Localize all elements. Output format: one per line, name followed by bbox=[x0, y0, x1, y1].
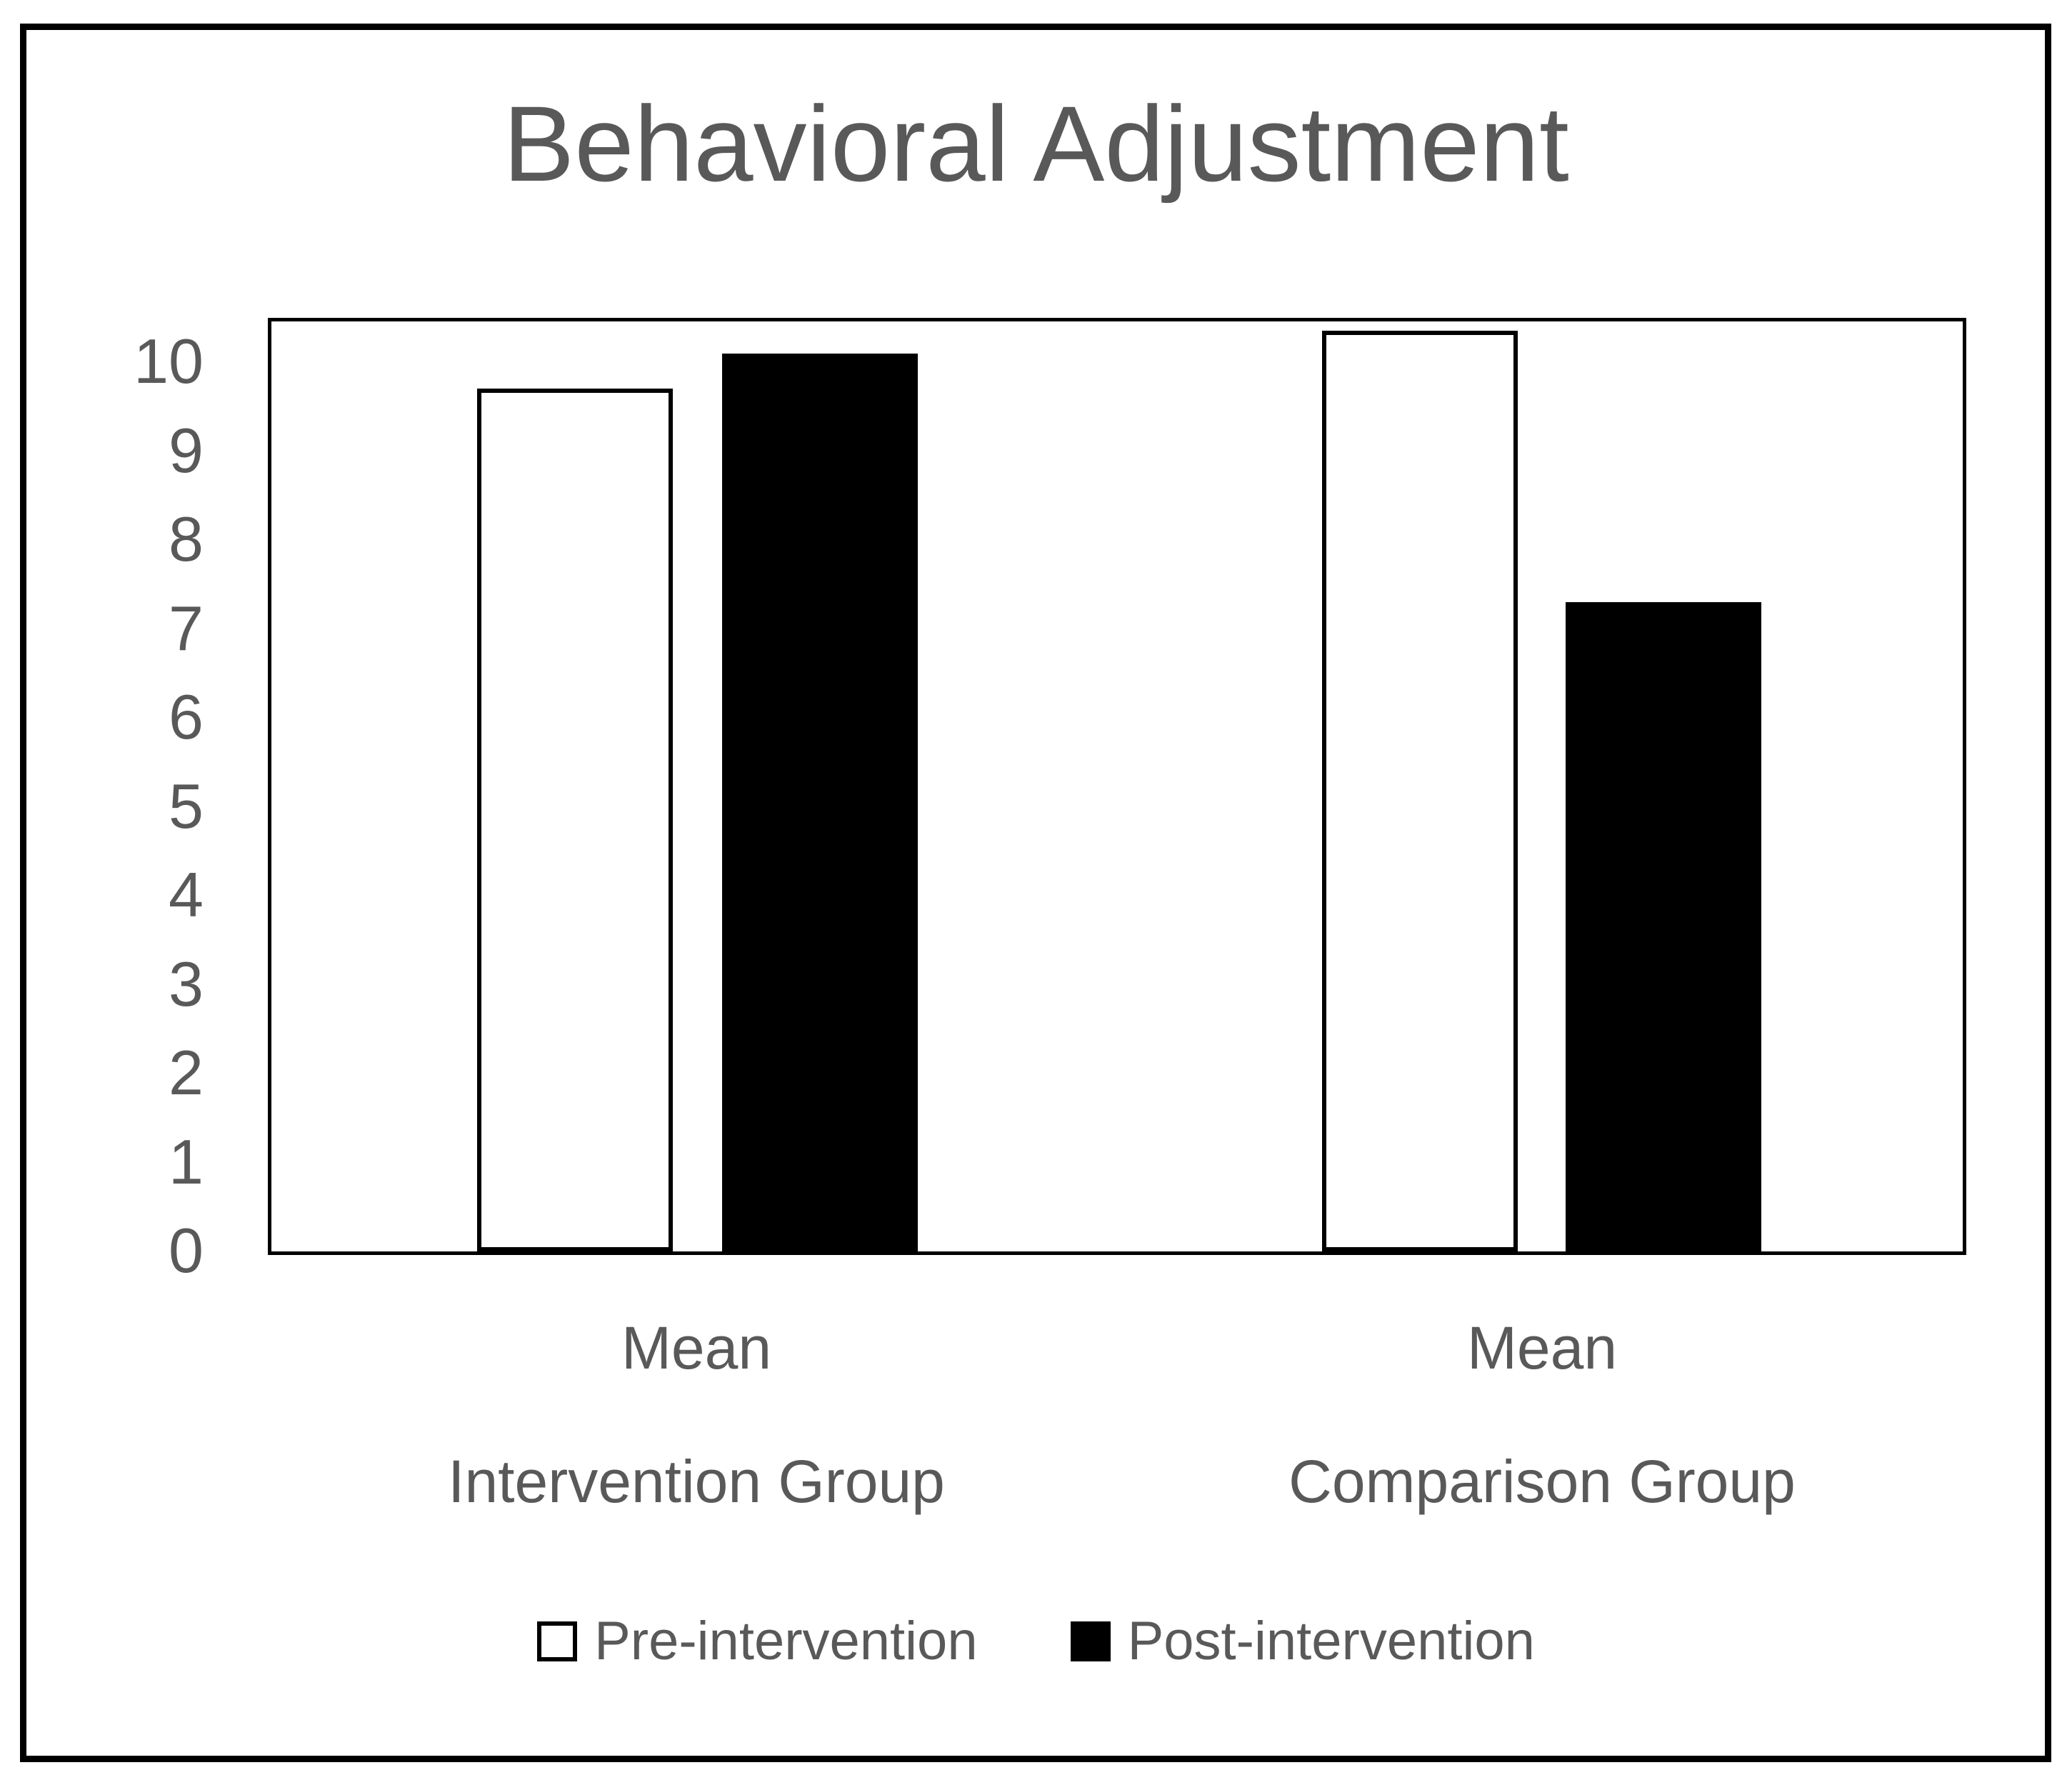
chart-title: Behavioral Adjustment bbox=[503, 84, 1569, 204]
bar-pre-intervention-category-2 bbox=[1322, 331, 1518, 1251]
y-tick-label: 9 bbox=[169, 414, 204, 486]
pre-intervention-swatch-icon bbox=[537, 1621, 578, 1661]
y-tick-label: 4 bbox=[169, 859, 204, 930]
plot-area bbox=[268, 318, 1966, 1255]
legend-item-post-intervention: Post-intervention bbox=[1070, 1611, 1535, 1671]
category-tick-label: Mean bbox=[1466, 1314, 1618, 1381]
y-tick-label: 1 bbox=[169, 1126, 204, 1197]
bar-pre-intervention-category-1 bbox=[477, 389, 673, 1251]
y-tick-label: 10 bbox=[134, 326, 204, 396]
bar-post-intervention-category-2 bbox=[1566, 602, 1761, 1251]
y-tick-label: 8 bbox=[169, 504, 204, 574]
y-tick-label: 3 bbox=[169, 948, 204, 1019]
legend-item-pre-intervention: Pre-intervention bbox=[537, 1614, 978, 1669]
y-tick-label: 6 bbox=[169, 681, 204, 752]
y-tick-label: 2 bbox=[169, 1037, 204, 1108]
legend-label-post-intervention: Post-intervention bbox=[1127, 1611, 1535, 1671]
bar-post-intervention-category-1 bbox=[722, 354, 918, 1251]
y-tick-label: 0 bbox=[169, 1215, 204, 1286]
legend-label-pre-intervention: Pre-intervention bbox=[594, 1611, 978, 1671]
y-tick-label: 7 bbox=[169, 592, 204, 664]
post-intervention-swatch-icon bbox=[1070, 1621, 1111, 1661]
category-tick-label: Mean bbox=[621, 1314, 772, 1381]
category-group-label: Intervention Group bbox=[448, 1448, 945, 1515]
category-group-label: Comparison Group bbox=[1288, 1448, 1796, 1515]
chart-legend: Pre-intervention Post-intervention bbox=[0, 1609, 2072, 1674]
y-tick-label: 5 bbox=[169, 770, 204, 841]
